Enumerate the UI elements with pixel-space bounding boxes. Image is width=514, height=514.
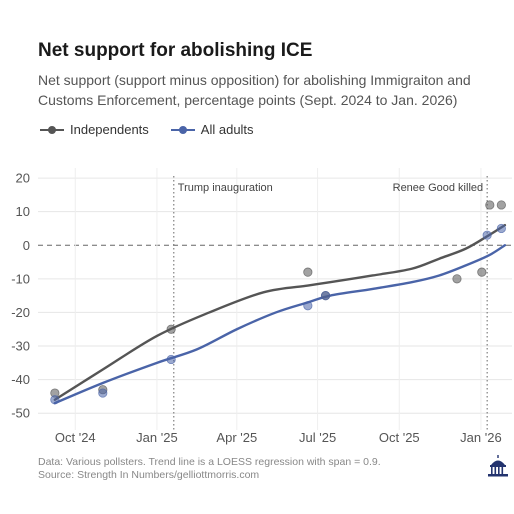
x-tick-label: Oct '24 — [55, 430, 96, 445]
trend-line — [53, 244, 507, 405]
chart-subtitle: Net support (support minus opposition) f… — [38, 72, 471, 108]
y-tick-label: -10 — [11, 271, 30, 286]
chart-title: Net support for abolishing ICE — [38, 40, 313, 61]
legend-item-independents[interactable]: Independents — [40, 122, 149, 137]
data-point — [303, 267, 313, 277]
x-tick-label: Apr '25 — [216, 430, 257, 445]
footer-data-note: Data: Various pollsters. Trend line is a… — [38, 456, 381, 468]
data-point — [320, 291, 331, 301]
footer-source-note: Source: Strength In Numbers/gelliottmorr… — [38, 469, 260, 481]
chart-footer: Data: Various pollsters. Trend line is a… — [38, 456, 381, 482]
x-tick-label: Jul '25 — [299, 430, 336, 445]
trend-line — [53, 223, 507, 401]
annotation-label: Trump inauguration — [178, 182, 273, 194]
annotation-label: Renee Good killed — [393, 182, 484, 194]
capitol-dome-icon — [486, 453, 510, 479]
data-point — [477, 267, 487, 277]
x-tick-label: Oct '25 — [379, 430, 420, 445]
data-point — [452, 274, 462, 284]
data-point — [166, 324, 176, 334]
data-point — [98, 388, 108, 398]
y-tick-label: -30 — [11, 339, 30, 354]
data-point — [50, 395, 60, 405]
legend-label-all-adults: All adults — [200, 122, 254, 137]
legend-label-independents: Independents — [70, 122, 149, 137]
legend-swatch-independents — [40, 125, 64, 134]
y-tick-label: -40 — [11, 372, 30, 387]
y-tick-label: -50 — [11, 406, 30, 421]
legend-item-all-adults[interactable]: All adults — [170, 122, 254, 137]
y-tick-label: 20 — [16, 171, 30, 186]
y-tick-label: 0 — [23, 238, 30, 253]
x-tick-label: Jan '25 — [136, 430, 178, 445]
chart-legend: Independents All adults — [40, 122, 276, 137]
data-point — [496, 200, 506, 210]
data-point — [482, 230, 492, 240]
data-point — [166, 354, 176, 365]
legend-swatch-all-adults — [170, 125, 195, 134]
data-point — [303, 301, 313, 311]
y-tick-label: -20 — [11, 305, 30, 320]
y-tick-label: 10 — [16, 204, 30, 219]
data-point — [485, 200, 495, 210]
data-point — [496, 223, 506, 234]
x-tick-label: Jan '26 — [460, 430, 502, 445]
